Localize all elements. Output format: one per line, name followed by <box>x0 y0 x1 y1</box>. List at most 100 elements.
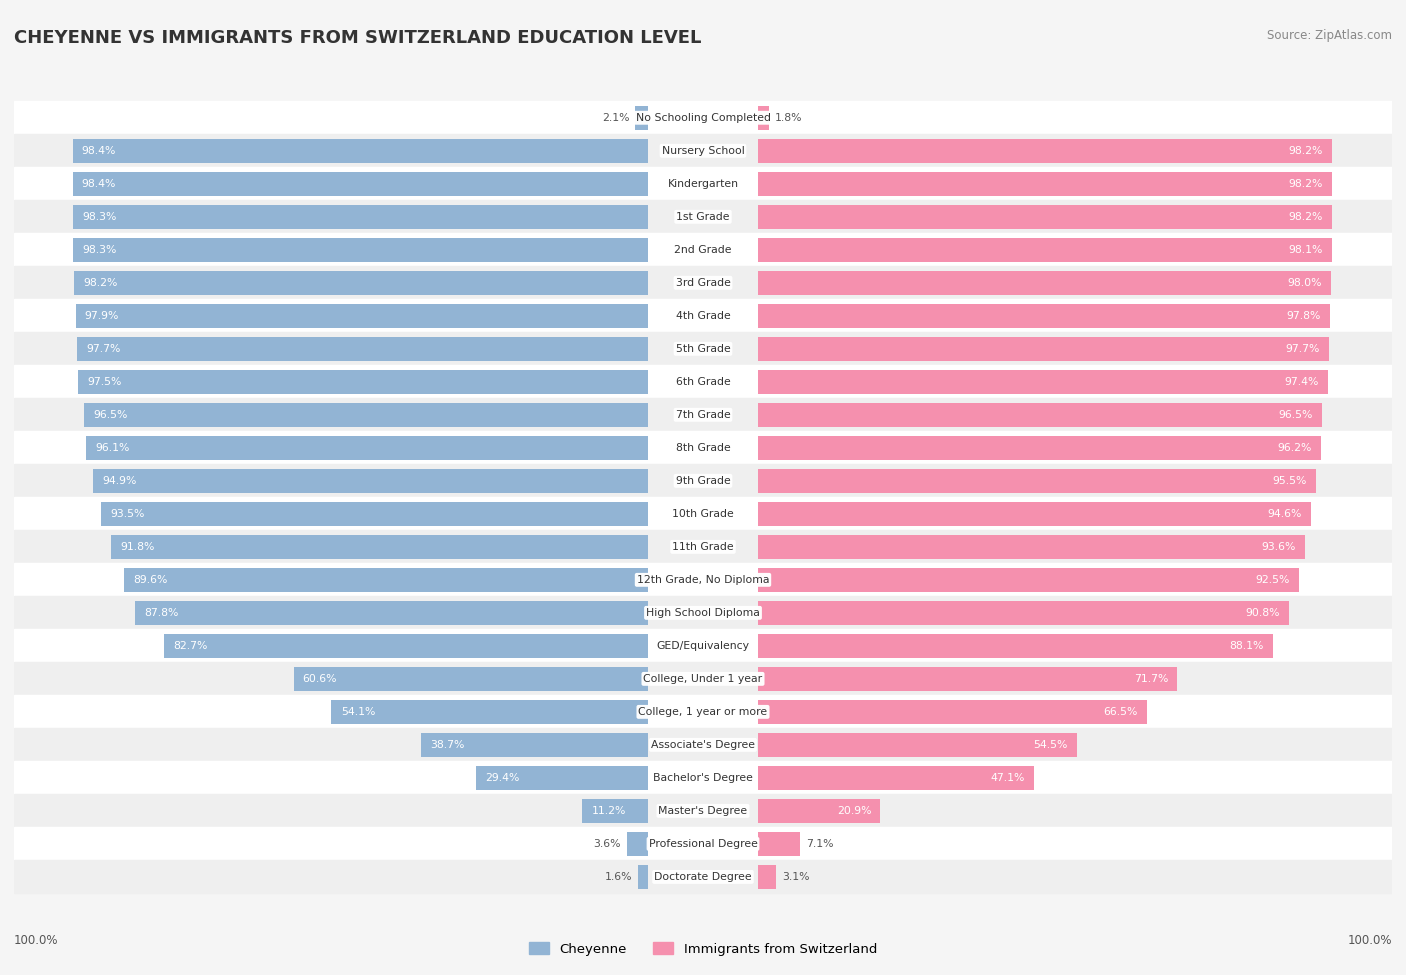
Text: 66.5%: 66.5% <box>1104 707 1137 717</box>
Bar <box>14 366 1392 399</box>
Text: 47.1%: 47.1% <box>990 773 1025 783</box>
Text: Nursery School: Nursery School <box>662 146 744 156</box>
Bar <box>14 233 1392 266</box>
Bar <box>475 766 648 790</box>
Text: 1st Grade: 1st Grade <box>676 212 730 221</box>
Bar <box>14 101 1392 135</box>
Text: 3rd Grade: 3rd Grade <box>675 278 731 288</box>
Text: High School Diploma: High School Diploma <box>647 607 759 618</box>
Bar <box>638 865 648 889</box>
Bar <box>165 634 648 658</box>
Bar <box>758 370 1327 394</box>
Legend: Cheyenne, Immigrants from Switzerland: Cheyenne, Immigrants from Switzerland <box>524 937 882 960</box>
Text: 88.1%: 88.1% <box>1230 641 1264 651</box>
Text: 7.1%: 7.1% <box>806 838 834 849</box>
Text: 3.1%: 3.1% <box>783 872 810 882</box>
Text: Source: ZipAtlas.com: Source: ZipAtlas.com <box>1267 29 1392 42</box>
Bar <box>14 332 1392 366</box>
Text: 100.0%: 100.0% <box>14 934 59 948</box>
Bar <box>758 601 1289 625</box>
Text: 97.9%: 97.9% <box>84 311 120 321</box>
Text: 98.1%: 98.1% <box>1288 245 1323 254</box>
Bar <box>14 200 1392 233</box>
Text: 98.0%: 98.0% <box>1288 278 1322 288</box>
Bar <box>758 304 1330 328</box>
Bar <box>758 403 1322 427</box>
Text: 1.8%: 1.8% <box>775 113 803 123</box>
Text: Doctorate Degree: Doctorate Degree <box>654 872 752 882</box>
Text: 29.4%: 29.4% <box>485 773 519 783</box>
Text: 10th Grade: 10th Grade <box>672 509 734 519</box>
Bar <box>14 464 1392 497</box>
Text: Associate's Degree: Associate's Degree <box>651 740 755 750</box>
Bar <box>86 436 648 459</box>
Bar <box>14 795 1392 828</box>
Bar <box>73 238 648 261</box>
Text: 96.2%: 96.2% <box>1277 443 1312 452</box>
Text: 100.0%: 100.0% <box>1347 934 1392 948</box>
Bar <box>14 299 1392 332</box>
Bar <box>101 502 648 526</box>
Bar <box>14 728 1392 761</box>
Bar <box>93 469 648 492</box>
Bar <box>14 266 1392 299</box>
Bar <box>758 337 1329 361</box>
Bar <box>77 370 648 394</box>
Text: 9th Grade: 9th Grade <box>676 476 730 486</box>
Text: 90.8%: 90.8% <box>1246 607 1279 618</box>
Text: 60.6%: 60.6% <box>302 674 337 683</box>
Text: 93.5%: 93.5% <box>111 509 145 519</box>
Bar <box>332 700 648 723</box>
Text: 38.7%: 38.7% <box>430 740 465 750</box>
Bar <box>14 399 1392 431</box>
Text: 98.3%: 98.3% <box>83 245 117 254</box>
Bar <box>14 497 1392 530</box>
Text: 2.1%: 2.1% <box>602 113 630 123</box>
Bar <box>14 828 1392 860</box>
Text: College, 1 year or more: College, 1 year or more <box>638 707 768 717</box>
Text: No Schooling Completed: No Schooling Completed <box>636 113 770 123</box>
Text: 92.5%: 92.5% <box>1256 575 1289 585</box>
Bar <box>758 865 776 889</box>
Bar <box>14 135 1392 168</box>
Bar <box>758 766 1033 790</box>
Text: 94.6%: 94.6% <box>1268 509 1302 519</box>
Text: 4th Grade: 4th Grade <box>676 311 730 321</box>
Bar <box>124 568 648 592</box>
Bar <box>758 106 769 130</box>
Bar <box>135 601 648 625</box>
Text: 96.5%: 96.5% <box>93 410 128 420</box>
Bar <box>14 761 1392 795</box>
Text: 98.3%: 98.3% <box>83 212 117 221</box>
Text: Kindergarten: Kindergarten <box>668 178 738 189</box>
Bar <box>14 431 1392 464</box>
Bar <box>111 535 648 559</box>
Bar <box>758 832 800 856</box>
Text: 89.6%: 89.6% <box>134 575 167 585</box>
Text: 8th Grade: 8th Grade <box>676 443 730 452</box>
Text: CHEYENNE VS IMMIGRANTS FROM SWITZERLAND EDUCATION LEVEL: CHEYENNE VS IMMIGRANTS FROM SWITZERLAND … <box>14 29 702 47</box>
Bar <box>758 205 1333 229</box>
Text: 1.6%: 1.6% <box>605 872 633 882</box>
Text: Bachelor's Degree: Bachelor's Degree <box>652 773 754 783</box>
Text: 82.7%: 82.7% <box>173 641 208 651</box>
Bar <box>14 530 1392 564</box>
Bar <box>758 469 1316 492</box>
Text: 91.8%: 91.8% <box>121 542 155 552</box>
Text: 11.2%: 11.2% <box>592 806 626 816</box>
Bar <box>14 860 1392 893</box>
Text: 98.2%: 98.2% <box>1289 212 1323 221</box>
Bar <box>76 304 648 328</box>
Bar <box>582 799 648 823</box>
Bar <box>14 662 1392 695</box>
Text: 96.1%: 96.1% <box>96 443 129 452</box>
Bar <box>758 172 1333 196</box>
Text: 95.5%: 95.5% <box>1272 476 1308 486</box>
Bar <box>758 238 1331 261</box>
Text: 7th Grade: 7th Grade <box>676 410 730 420</box>
Text: 11th Grade: 11th Grade <box>672 542 734 552</box>
Text: 3.6%: 3.6% <box>593 838 620 849</box>
Bar <box>758 799 880 823</box>
Text: 98.4%: 98.4% <box>82 178 117 189</box>
Text: 6th Grade: 6th Grade <box>676 376 730 387</box>
